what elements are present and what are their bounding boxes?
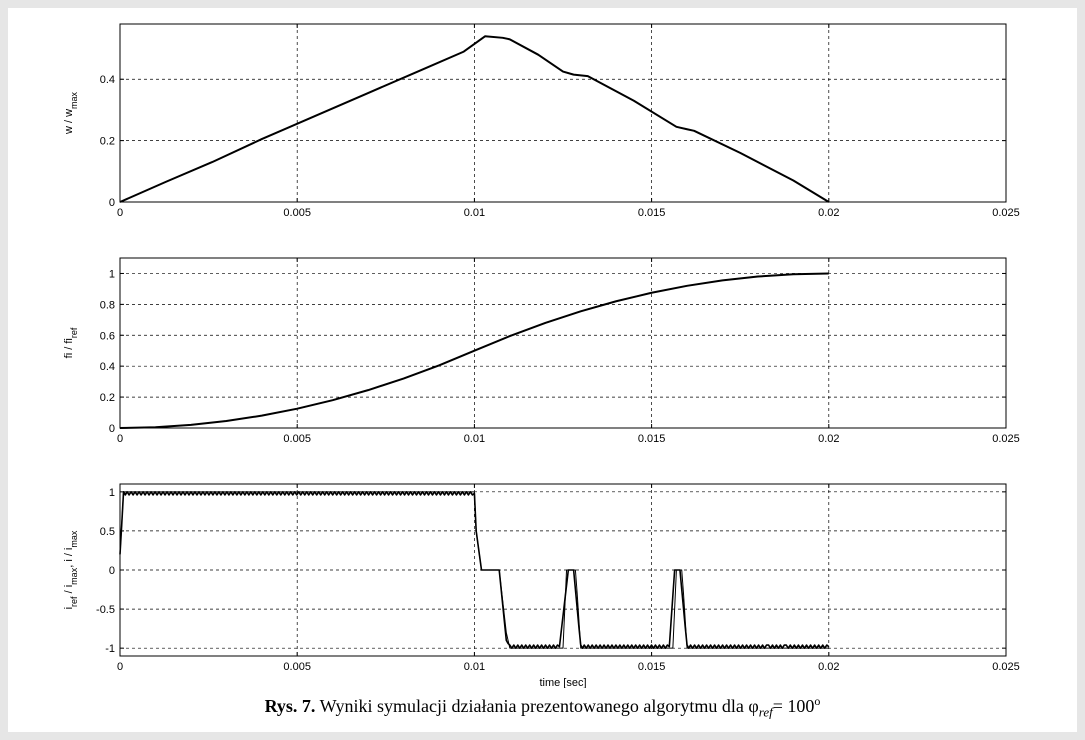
y-tick-label: 1: [109, 487, 115, 499]
y-axis-label: iref / imax, i / imax: [63, 530, 79, 609]
plot-area: [120, 258, 1006, 428]
y-tick-label: 0.4: [100, 361, 115, 373]
series-line-2: [119, 491, 830, 649]
x-tick-label: 0: [117, 433, 123, 445]
x-tick-label: 0.02: [818, 433, 839, 445]
y-axis-label: fi / firef: [63, 327, 79, 358]
x-tick-label: 0.005: [283, 207, 311, 219]
y-tick-label: 0: [109, 565, 115, 577]
caption-symbol-sub: ref: [758, 704, 773, 720]
x-tick-label: 0.025: [992, 661, 1020, 673]
y-tick-label: 0.2: [100, 392, 115, 404]
panel-3: 0 0.005 0.01 0.015 0.02 0.025 -1 -0.5 0 0.5 1 iref …: [63, 483, 1020, 688]
y-tick-label: 0.2: [100, 136, 115, 148]
y-tick-label: 1: [109, 268, 115, 280]
plot-frame: [119, 257, 1007, 429]
caption-unit-sup: o: [814, 694, 821, 708]
caption-symbol: φ: [748, 696, 759, 716]
x-tick-label: 0.015: [638, 207, 666, 219]
panel-2: 0 0.005 0.01 0.015 0.02 0.025 0 0.2 0.4 0.6 0.8 1 fi…: [63, 257, 1020, 445]
y-tick-label: -1: [105, 643, 115, 655]
x-tick-label: 0.015: [638, 433, 666, 445]
plot-area: [120, 24, 1006, 202]
x-tick-label: 0.005: [283, 433, 311, 445]
x-tick-label: 0.01: [464, 433, 485, 445]
panel-1: 0 0.005 0.01 0.015 0.02 0.025 0 0.2 0.4 w / wmax: [63, 23, 1020, 219]
x-tick-label: 0: [117, 207, 123, 219]
x-tick-label: 0.01: [464, 661, 485, 673]
series-line-1: [119, 35, 830, 203]
plot-frame: [119, 23, 1007, 203]
y-tick-label: -0.5: [96, 604, 115, 616]
y-tick-label: 0.6: [100, 330, 115, 342]
y-tick-label: 0.5: [100, 526, 115, 538]
y-axis-label: w / wmax: [63, 91, 79, 135]
x-tick-label: 0.005: [283, 661, 311, 673]
figure-page: 0 0.005 0.01 0.015 0.02 0.025 0 0.2 0.4 w / wmax 0…: [8, 8, 1077, 732]
x-tick-label: 0.015: [638, 661, 666, 673]
y-tick-label: 0.4: [100, 74, 115, 86]
caption-equals: = 100: [772, 696, 815, 716]
x-axis-label: time [sec]: [539, 677, 586, 688]
figure-caption: Rys. 7. Wyniki symulacji działania preze…: [8, 694, 1077, 721]
y-tick-label: 0: [109, 423, 115, 435]
x-tick-label: 0.02: [818, 661, 839, 673]
series-line-1: [119, 272, 829, 429]
caption-text: Wyniki symulacji działania prezentowaneg…: [319, 696, 744, 716]
caption-label: Rys. 7.: [264, 696, 316, 716]
x-tick-label: 0.02: [818, 207, 839, 219]
y-tick-label: 0: [109, 197, 115, 209]
x-tick-label: 0: [117, 661, 123, 673]
y-tick-label: 0.8: [100, 299, 115, 311]
x-tick-label: 0.025: [992, 433, 1020, 445]
x-tick-label: 0.01: [464, 207, 485, 219]
x-tick-label: 0.025: [992, 207, 1020, 219]
